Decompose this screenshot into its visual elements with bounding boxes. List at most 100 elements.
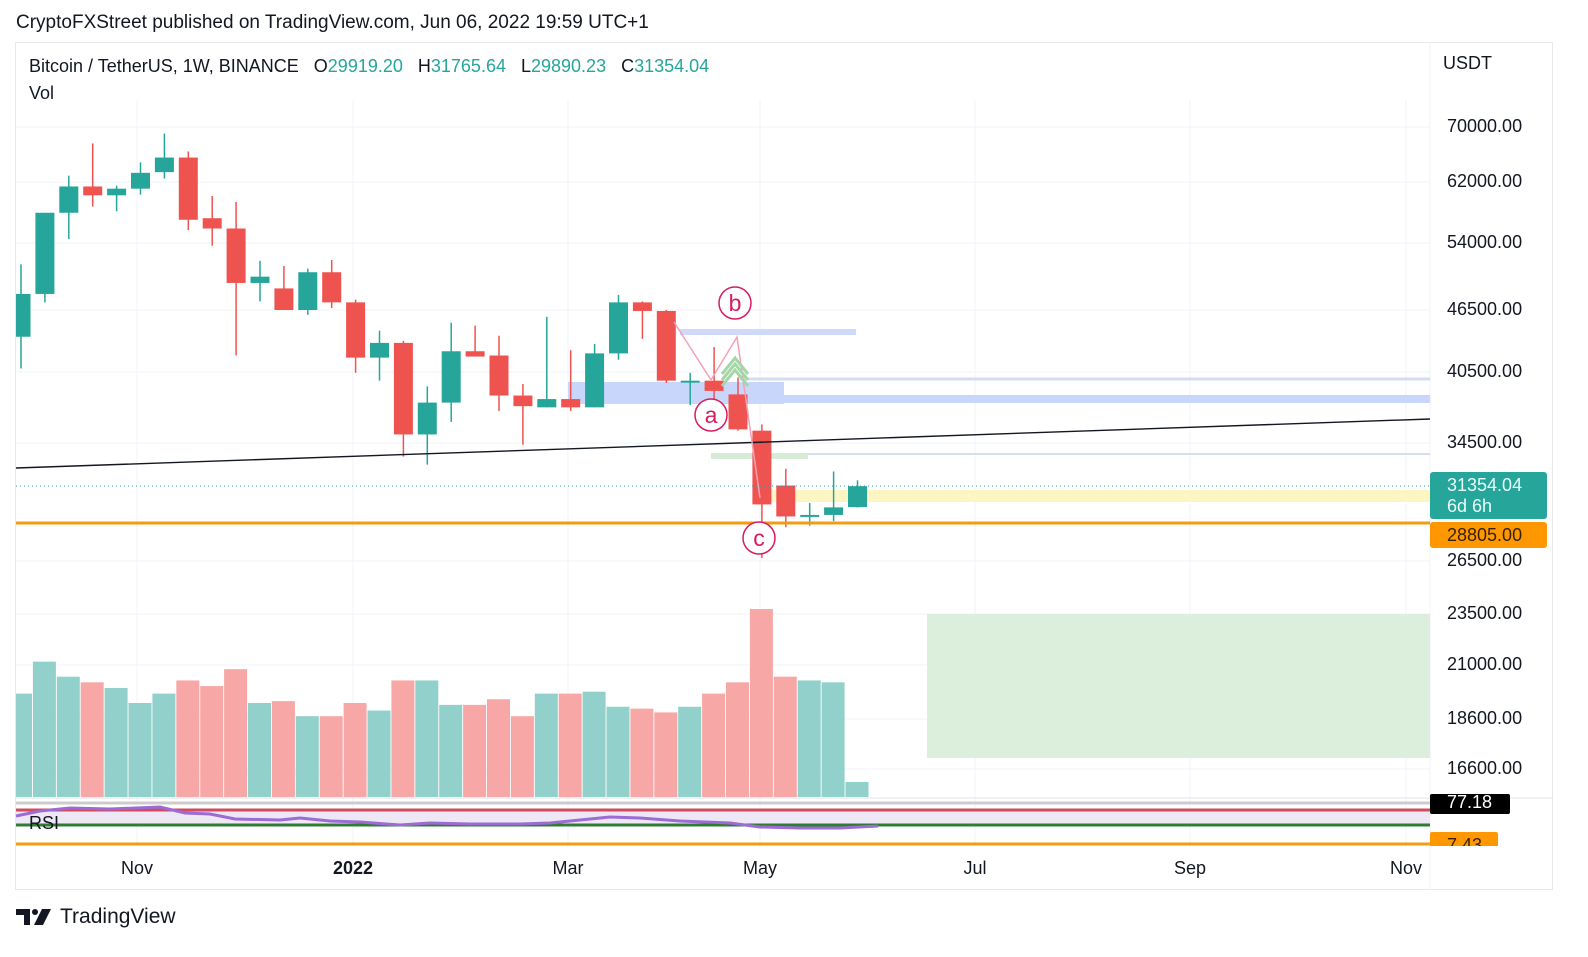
volume-bar: [439, 704, 463, 797]
volume-bar: [391, 680, 415, 797]
candle-body: [131, 172, 150, 189]
candle-body: [728, 394, 748, 430]
candle-body: [609, 302, 628, 354]
price-axis-unit[interactable]: USDT: [1443, 53, 1492, 73]
volume-bar: [415, 680, 439, 797]
wave-text: c: [753, 525, 765, 551]
price-tick: 16600.00: [1447, 758, 1523, 778]
arrow-up-icon: [720, 355, 750, 375]
volume-bar: [749, 609, 773, 797]
volume-bar: [463, 704, 487, 797]
volume-bar: [200, 686, 224, 797]
candle-body: [178, 157, 198, 220]
candle-body: [800, 514, 820, 517]
volume-bar: [558, 693, 582, 797]
price-tick: 62000.00: [1447, 171, 1523, 191]
high-value: 31765.64: [430, 56, 506, 76]
bar-countdown: 6d 6h: [1447, 496, 1493, 516]
time-tick: Sep: [1173, 858, 1207, 878]
volume-bar: [726, 682, 749, 797]
candle-body: [59, 186, 79, 213]
price-tick: 21000.00: [1447, 654, 1523, 674]
rsi-band: [16, 810, 1430, 824]
b-level-band: [680, 329, 856, 335]
candle: [178, 151, 198, 231]
candle-body: [585, 353, 605, 408]
volume-bar: [773, 676, 797, 797]
trendline: [15, 418, 1431, 469]
arrow-up-icon: [720, 361, 750, 381]
candle-body: [250, 276, 270, 283]
candle: [465, 325, 485, 357]
last-price: 31354.04: [1447, 475, 1523, 495]
candle-body: [776, 485, 796, 517]
volume-bar: [582, 691, 606, 797]
candle: [489, 335, 509, 411]
volume-bar: [821, 682, 845, 797]
tradingview-footer[interactable]: TradingView: [16, 905, 176, 929]
volume-bar: [367, 710, 391, 797]
volume-bar: [343, 703, 367, 797]
low-label: L: [520, 56, 531, 76]
price-tick: 34500.00: [1447, 432, 1523, 452]
candles: [16, 133, 867, 558]
wave-text: a: [705, 402, 718, 428]
volume-bar: [606, 706, 630, 797]
candle: [154, 133, 174, 179]
candle: [656, 309, 676, 383]
candle: [35, 212, 55, 303]
candle-body: [107, 188, 127, 196]
candle-body: [441, 351, 461, 403]
volume-bar: [32, 661, 56, 797]
volume-bar: [797, 680, 821, 797]
candle-body: [656, 310, 676, 381]
price-tick: 70000.00: [1447, 116, 1523, 136]
candle: [513, 384, 533, 445]
candle: [370, 330, 389, 381]
candle-body: [83, 186, 103, 196]
rsi-upper-tag: 77.18: [1430, 794, 1510, 814]
overlays: b a c: [15, 286, 1431, 555]
candle-body: [417, 402, 437, 435]
resistance-band: [740, 395, 1430, 403]
candle: [441, 322, 461, 422]
volume-bar: [845, 781, 869, 797]
candle-body: [752, 430, 772, 505]
support-price-tag: 28805.00: [1430, 522, 1547, 548]
candle: [632, 301, 652, 339]
volume-bar: [534, 693, 558, 797]
volume-bar: [271, 701, 295, 797]
candle: [704, 347, 724, 407]
candle-body: [465, 351, 485, 357]
time-tick: Mar: [552, 858, 584, 878]
zones: [568, 329, 1430, 758]
volume-bar: [630, 708, 654, 797]
candle-body: [370, 342, 389, 358]
volume-bar: [678, 706, 702, 797]
candle-body: [393, 342, 413, 435]
rsi-label: RSI: [29, 813, 60, 833]
candle: [107, 185, 127, 212]
volume-bar: [152, 693, 176, 797]
rsi-line: [15, 805, 879, 830]
candle: [680, 372, 700, 405]
volume-bar: [248, 703, 271, 797]
volume-bar: [56, 676, 80, 797]
candle: [131, 162, 150, 195]
tradingview-logo-icon: [16, 909, 51, 925]
arrow-up-icon: [720, 367, 750, 387]
rsi-pane: [15, 801, 1430, 846]
volume-bars: [16, 609, 869, 797]
candle: [537, 316, 557, 408]
high-label: H: [417, 56, 431, 76]
wave-circle: [742, 521, 776, 555]
volume-bar: [510, 716, 534, 797]
candle-body: [154, 157, 174, 173]
rsi-lower-tag: 7.43: [1430, 832, 1498, 846]
wave-label-a: a: [694, 398, 728, 432]
volume-bar: [319, 716, 343, 797]
candle: [298, 268, 318, 315]
candle-body: [226, 228, 246, 283]
candle-body: [489, 355, 509, 396]
